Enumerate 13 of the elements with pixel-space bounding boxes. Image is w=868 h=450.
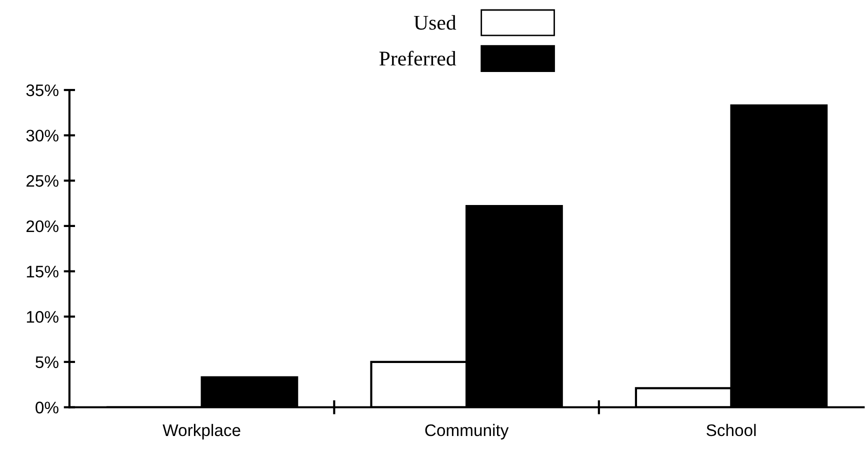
y-tick-label: 5% [36,356,58,368]
x-tick-label: Community [425,424,509,440]
y-tick-label: 35% [26,84,58,96]
x-tick-label: Workplace [162,424,240,440]
x-tick-label: School [706,424,756,436]
y-tick-label: 25% [26,175,58,187]
legend-label: Preferred [379,50,456,66]
legend-label: Used [414,15,456,30]
y-tick-label: 0% [36,402,58,414]
y-tick-label: 15% [26,266,58,278]
y-tick-label: 10% [26,311,58,323]
y-tick-label: 30% [26,130,58,142]
y-tick-label: 20% [26,220,58,232]
